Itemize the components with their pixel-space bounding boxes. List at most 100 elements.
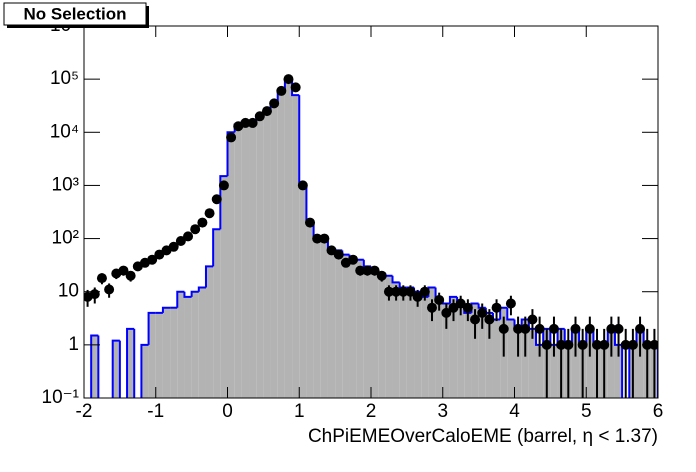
data-point xyxy=(548,323,559,334)
data-point xyxy=(505,298,516,309)
data-point xyxy=(462,302,473,313)
histogram-bin xyxy=(313,238,321,398)
histogram-bin xyxy=(371,270,379,398)
data-point xyxy=(426,302,437,313)
histogram-bin xyxy=(550,344,558,398)
y-tick-label: 10² xyxy=(52,228,79,249)
data-point xyxy=(305,217,316,228)
data-point xyxy=(592,339,603,350)
x-axis-label: ChPiEMEOverCaloEME (barrel, η < 1.37) xyxy=(308,426,658,447)
data-point xyxy=(211,194,222,205)
histogram-bin xyxy=(514,328,522,398)
data-point xyxy=(556,339,567,350)
histogram-bin xyxy=(292,95,300,398)
histogram-bin xyxy=(507,319,515,398)
histogram-bin xyxy=(327,250,336,398)
histogram-outline xyxy=(477,303,486,309)
data-point xyxy=(599,339,610,350)
histogram-outline xyxy=(613,328,623,346)
x-tick-label: 2 xyxy=(366,401,377,422)
histogram-bin xyxy=(485,312,493,398)
data-point xyxy=(319,233,330,244)
histogram-outline xyxy=(506,307,515,321)
y-tick-label: 10⁻¹ xyxy=(42,387,80,408)
data-point xyxy=(333,249,344,260)
histogram-outline xyxy=(176,290,185,308)
histogram-bin xyxy=(342,254,350,398)
histogram-bin xyxy=(234,124,242,398)
x-tick-label: 5 xyxy=(581,401,592,422)
data-point xyxy=(118,265,129,276)
data-point xyxy=(534,323,545,334)
data-point xyxy=(434,294,445,305)
data-point xyxy=(635,323,646,334)
histogram-bin xyxy=(428,287,436,398)
histogram-bin xyxy=(335,250,343,398)
histogram-bin xyxy=(91,335,99,398)
histogram-outline xyxy=(161,306,171,313)
data-point xyxy=(297,180,308,191)
data-point xyxy=(498,323,509,334)
plot-area xyxy=(84,74,658,398)
histogram-outline xyxy=(97,335,100,398)
histogram-bin xyxy=(349,259,357,398)
y-tick-label: 1 xyxy=(68,334,79,355)
histogram-bin xyxy=(528,328,537,398)
data-point xyxy=(398,286,409,297)
data-point xyxy=(527,314,538,325)
data-point xyxy=(96,273,107,284)
data-point xyxy=(104,284,115,295)
x-tick-label: 3 xyxy=(437,401,448,422)
histogram-bin xyxy=(263,111,271,398)
histogram-bin xyxy=(320,241,328,398)
chart-title: No Selection xyxy=(24,4,127,23)
histogram-outline xyxy=(621,344,624,398)
data-point xyxy=(513,323,524,334)
histogram-bin xyxy=(378,273,386,398)
histogram-bin xyxy=(521,319,529,398)
histogram-bin xyxy=(406,287,415,398)
histogram-bin xyxy=(184,296,192,398)
histogram-bin xyxy=(170,307,178,398)
histogram-outline xyxy=(90,334,99,398)
data-point xyxy=(125,270,136,281)
data-point xyxy=(376,270,387,281)
histogram-outline xyxy=(391,275,400,284)
histogram-bin xyxy=(636,328,644,398)
data-point xyxy=(276,85,287,96)
histogram-bin xyxy=(299,185,307,398)
data-point xyxy=(383,286,394,297)
data-point xyxy=(577,339,588,350)
data-point xyxy=(412,291,423,302)
x-tick-label: -2 xyxy=(76,401,93,422)
data-point xyxy=(584,323,595,334)
histogram-bin xyxy=(464,312,472,398)
data-point xyxy=(240,117,251,128)
data-point xyxy=(441,307,452,318)
data-point xyxy=(391,286,402,297)
data-point xyxy=(269,98,280,109)
x-tick-label: 4 xyxy=(509,401,520,422)
histogram-bin xyxy=(399,287,407,398)
data-point xyxy=(613,323,624,334)
histogram-outline xyxy=(118,340,121,398)
data-point xyxy=(204,208,215,219)
histogram-bin xyxy=(449,296,458,398)
histogram-bin xyxy=(220,176,228,398)
data-point xyxy=(419,286,430,297)
data-point xyxy=(247,117,258,128)
histogram-outline xyxy=(226,131,235,177)
histogram-outline xyxy=(219,175,228,230)
histogram-bin xyxy=(141,344,149,398)
data-point xyxy=(290,82,301,93)
data-point xyxy=(175,236,186,247)
histogram-bin xyxy=(198,287,206,398)
histogram-bin xyxy=(162,307,171,398)
histogram-bin xyxy=(363,266,371,398)
data-point xyxy=(627,339,638,350)
histogram-bin xyxy=(492,319,501,398)
data-point xyxy=(312,233,323,244)
histogram-bin xyxy=(270,103,278,398)
histogram-bin xyxy=(191,291,199,398)
